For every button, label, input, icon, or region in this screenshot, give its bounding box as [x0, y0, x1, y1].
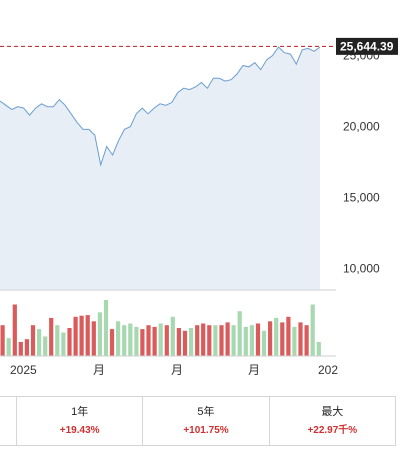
volume-bar: [164, 325, 169, 356]
period-option-max[interactable]: 最大 +22.97千%: [268, 397, 395, 445]
volume-bar: [12, 304, 17, 356]
volume-bar: [298, 322, 303, 356]
volume-bar: [73, 316, 78, 356]
period-label: 1年: [71, 406, 89, 418]
period-change: +19.43%: [59, 425, 100, 436]
volume-bar: [207, 325, 212, 356]
period-option-5y[interactable]: 5年 +101.75%: [142, 397, 268, 445]
volume-bar: [286, 316, 291, 356]
volume-bar: [152, 326, 157, 356]
volume-bar: [280, 322, 285, 356]
x-tick-label: 月: [93, 363, 105, 377]
volume-bar: [128, 323, 133, 356]
volume-bar: [261, 330, 267, 356]
volume-bar: [116, 321, 121, 356]
volume-bar: [67, 328, 72, 356]
price-line: [0, 46, 321, 167]
volume-bar: [55, 325, 60, 356]
volume-bar: [24, 339, 29, 356]
period-selector: 1年 +19.43% 5年 +101.75% 最大 +22.97千%: [0, 396, 396, 446]
volume-bar: [310, 304, 315, 356]
volume-bar: [176, 328, 181, 356]
volume-bar: [249, 325, 254, 356]
x-tick-label: 2025: [10, 363, 37, 377]
volume-bar: [158, 323, 163, 356]
volume-bar: [140, 329, 145, 356]
volume-bar: [316, 342, 321, 356]
last-price-tag-background: [336, 37, 398, 55]
period-label: 最大: [321, 406, 344, 418]
period-label: 5年: [197, 406, 215, 418]
volume-bar: [189, 328, 194, 356]
y-tick-label: 10,000: [343, 262, 380, 276]
x-axis: 2025 月 月 月 202: [10, 363, 338, 377]
volume-bar: [292, 326, 297, 356]
volume-bar: [274, 317, 279, 356]
volume-bar: [201, 323, 206, 356]
volume-bar: [268, 321, 273, 356]
y-tick-label: 15,000: [343, 191, 380, 205]
volume-bar: [195, 325, 200, 356]
volume-bar: [97, 312, 102, 356]
volume-bar: [43, 336, 48, 356]
volume-bar: [146, 325, 151, 356]
period-change: +22.97千%: [307, 425, 358, 436]
volume-bar: [18, 342, 23, 356]
volume-bar: [304, 325, 309, 356]
volume-bar: [182, 330, 188, 356]
volume-bar: [103, 300, 109, 356]
volume-bars: [0, 300, 321, 356]
period-option-1y[interactable]: 1年 +19.43%: [16, 397, 142, 445]
volume-bar: [49, 317, 54, 356]
price-area-fill: [0, 47, 320, 290]
volume-bar: [79, 315, 84, 356]
x-tick-label: 月: [248, 363, 260, 377]
volume-bar: [30, 325, 36, 356]
volume-bar: [134, 326, 139, 356]
volume-bar: [37, 329, 42, 356]
volume-bar: [255, 323, 261, 356]
last-price-tag: 25,644.39: [336, 37, 398, 55]
y-tick-label: 20,000: [343, 120, 380, 134]
volume-bar: [109, 329, 115, 356]
volume-bar: [219, 325, 224, 356]
x-tick-label: 月: [171, 363, 183, 377]
volume-bar: [225, 322, 230, 356]
volume-bar: [6, 338, 11, 356]
volume-bar: [61, 332, 66, 356]
volume-bar: [85, 315, 90, 356]
volume-bar: [122, 325, 127, 356]
volume-bar: [91, 321, 96, 356]
last-price-label: 25,644.39: [340, 39, 394, 53]
x-tick-label: 202: [318, 363, 338, 377]
period-option-partial[interactable]: [0, 397, 16, 445]
period-change: +101.75%: [183, 425, 229, 436]
volume-bar: [0, 325, 5, 356]
volume-bar: [213, 325, 218, 356]
volume-bar: [243, 326, 248, 356]
volume-bar: [170, 316, 175, 356]
volume-bar: [231, 325, 236, 356]
volume-bar: [237, 311, 242, 356]
